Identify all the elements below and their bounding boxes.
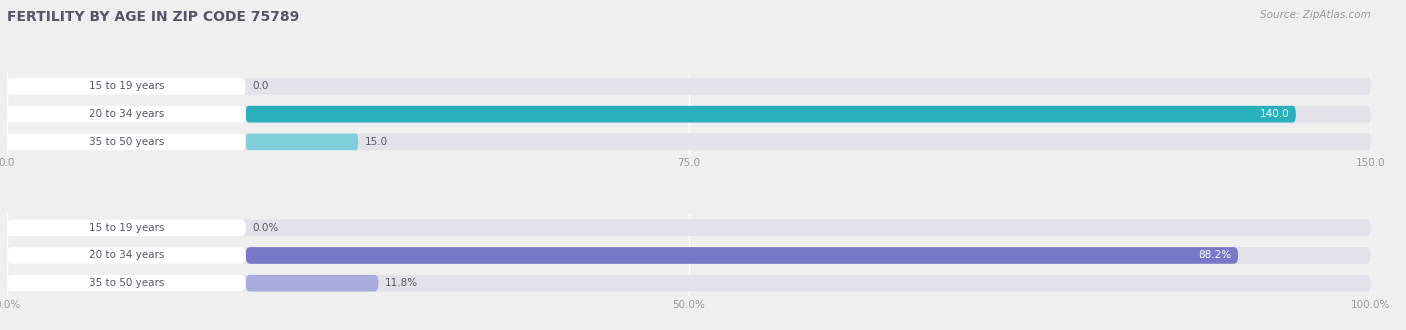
Text: 0.0: 0.0	[253, 82, 269, 91]
Text: 0.0%: 0.0%	[253, 223, 278, 233]
Text: 15 to 19 years: 15 to 19 years	[89, 223, 165, 233]
FancyBboxPatch shape	[7, 275, 246, 291]
Text: 20 to 34 years: 20 to 34 years	[89, 109, 165, 119]
FancyBboxPatch shape	[7, 247, 1371, 264]
FancyBboxPatch shape	[246, 247, 1239, 264]
FancyBboxPatch shape	[7, 106, 246, 122]
Text: Source: ZipAtlas.com: Source: ZipAtlas.com	[1260, 10, 1371, 20]
Text: 35 to 50 years: 35 to 50 years	[89, 137, 165, 147]
FancyBboxPatch shape	[7, 247, 246, 264]
FancyBboxPatch shape	[7, 78, 1371, 95]
FancyBboxPatch shape	[7, 275, 1371, 291]
Text: 35 to 50 years: 35 to 50 years	[89, 278, 165, 288]
Text: 11.8%: 11.8%	[385, 278, 419, 288]
FancyBboxPatch shape	[246, 134, 359, 150]
FancyBboxPatch shape	[246, 106, 1296, 122]
Text: 88.2%: 88.2%	[1198, 250, 1232, 260]
Text: 15.0: 15.0	[366, 137, 388, 147]
FancyBboxPatch shape	[7, 78, 246, 95]
Text: 20 to 34 years: 20 to 34 years	[89, 250, 165, 260]
FancyBboxPatch shape	[7, 134, 1371, 150]
Text: 15 to 19 years: 15 to 19 years	[89, 82, 165, 91]
Text: 140.0: 140.0	[1260, 109, 1289, 119]
FancyBboxPatch shape	[7, 134, 246, 150]
FancyBboxPatch shape	[7, 219, 246, 236]
FancyBboxPatch shape	[246, 275, 378, 291]
Text: FERTILITY BY AGE IN ZIP CODE 75789: FERTILITY BY AGE IN ZIP CODE 75789	[7, 10, 299, 24]
FancyBboxPatch shape	[7, 106, 1371, 122]
FancyBboxPatch shape	[7, 219, 1371, 236]
